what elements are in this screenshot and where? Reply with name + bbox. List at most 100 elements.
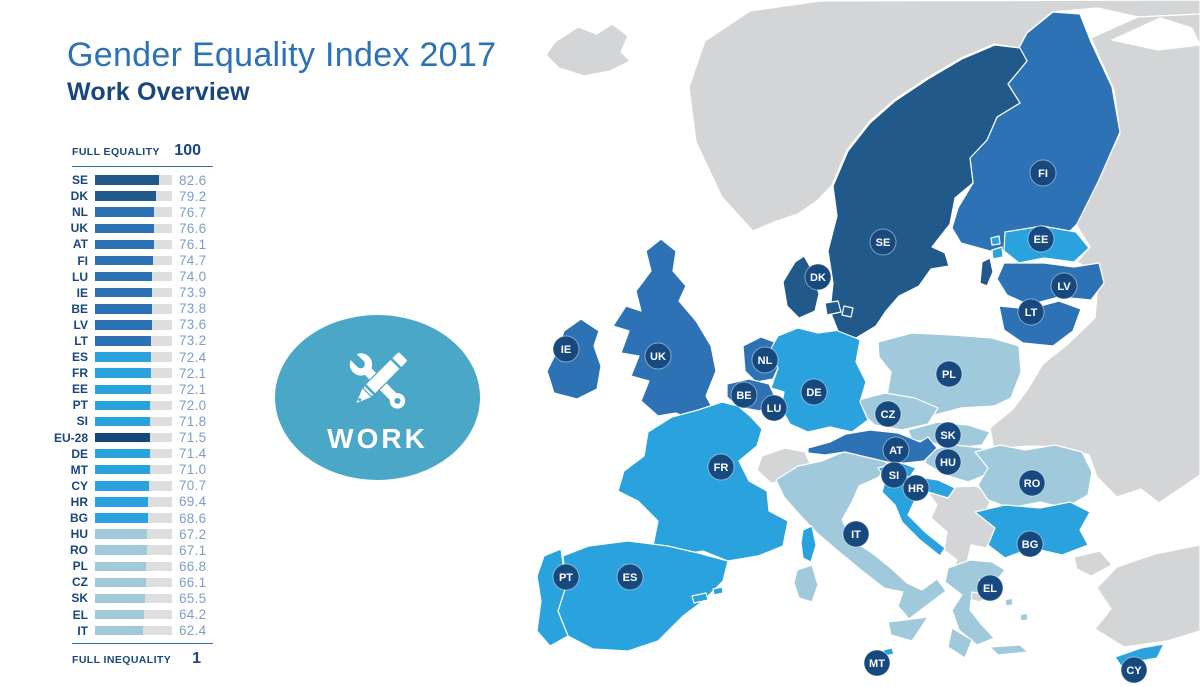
country-code: EL: [72, 607, 88, 622]
map-label-circle: [1027, 225, 1055, 253]
ranking-row: FI 74.7: [40, 252, 216, 268]
ranking-rows: SE 82.6 DK 79.2 NL 76.7 UK 76.6 AT 76.1 FI 74.7 LU 74…: [40, 172, 216, 639]
full-equality-value: 100: [174, 142, 201, 159]
country-DK: [824, 300, 842, 316]
bar-fill: [95, 464, 150, 475]
map-label-text: LV: [1057, 281, 1071, 293]
bar-fill: [95, 513, 148, 523]
map-label-LU: LU: [760, 394, 788, 422]
score-value: 72.4: [179, 349, 207, 365]
map-label-circle: [804, 263, 832, 291]
score-value: 82.6: [179, 172, 207, 188]
country-labels: FI SE DK EE LV LT IE UK NL BE LU DE PL CZ SK AT HU FR SI HR…: [552, 159, 1148, 684]
full-equality-label: FULL EQUALITY: [72, 146, 160, 158]
bar-fill: [95, 239, 154, 250]
bar-track: [95, 448, 172, 459]
country-code: CZ: [72, 575, 88, 590]
country-code: SK: [71, 591, 88, 606]
country-ES: [691, 592, 709, 604]
bar-track: [95, 432, 172, 443]
region-turkey-thrace: [1073, 550, 1113, 577]
map-label-text: EL: [983, 583, 997, 595]
map-label-circle: [552, 563, 580, 591]
bar-track: [95, 287, 172, 298]
map-label-circle: [976, 574, 1004, 602]
score-value: 74.7: [179, 253, 207, 269]
map-label-text: UK: [650, 351, 666, 363]
score-value: 72.1: [179, 381, 207, 397]
map-label-DE: DE: [800, 378, 828, 406]
country-ES: [712, 586, 724, 596]
country-EE: [990, 235, 1001, 246]
map-label-text: SK: [940, 430, 955, 442]
map-label-circle: [730, 381, 758, 409]
country-EL: [947, 627, 973, 659]
ranking-row: EU-28 71.5: [40, 430, 216, 446]
bar-track: [95, 239, 172, 250]
score-value: 72.0: [179, 397, 207, 413]
map-label-text: BE: [736, 390, 751, 402]
map-label-SK: SK: [934, 421, 962, 449]
map-label-SE: SE: [869, 228, 897, 256]
map-label-circle: [874, 400, 902, 428]
bar-track: [95, 255, 172, 266]
ranking-row: FR 72.1: [40, 365, 216, 381]
map-label-text: BG: [1022, 539, 1039, 551]
ranking-row: DK 79.2: [40, 188, 216, 204]
country-code: EU-28: [53, 430, 88, 445]
badge-label: WORK: [327, 422, 428, 454]
map-label-text: FR: [714, 462, 729, 474]
bar-track: [95, 497, 172, 507]
country-EE: [991, 246, 1004, 260]
bar-track: [95, 400, 172, 411]
map-label-text: EE: [1034, 234, 1049, 246]
map-label-text: IT: [851, 529, 861, 541]
work-domain-badge: WORK: [275, 315, 480, 480]
non-eu-countries: [545, 0, 1200, 648]
bar-track: [95, 191, 172, 201]
country-code: DK: [70, 189, 88, 204]
country-code: SI: [76, 414, 88, 429]
country-code: FI: [77, 253, 88, 268]
score-value: 65.5: [179, 590, 207, 606]
bar-track: [95, 481, 172, 491]
bar-fill: [95, 304, 152, 314]
map-label-FI: FI: [1029, 159, 1057, 187]
ranking-row: CZ 66.1: [40, 574, 216, 590]
map-label-text: NL: [758, 355, 773, 367]
bar-fill: [95, 432, 151, 443]
country-code: LV: [73, 317, 88, 332]
score-value: 76.7: [179, 204, 207, 220]
map-label-circle: [842, 520, 870, 548]
country-code: LT: [74, 333, 88, 348]
ranking-panel: FULL EQUALITY 100 SE 82.6 DK 79.2 NL 76.7 UK 76…: [40, 142, 216, 668]
ranking-row: CY 70.7: [40, 478, 216, 494]
bar-fill: [95, 577, 146, 588]
score-value: 71.8: [179, 413, 207, 429]
score-value: 76.1: [179, 236, 207, 252]
bar-fill: [95, 384, 151, 395]
country-code: AT: [72, 237, 88, 252]
map-label-LV: LV: [1050, 272, 1078, 300]
country-code: ES: [71, 350, 88, 365]
map-label-text: LU: [767, 403, 782, 415]
country-UK: [612, 238, 717, 422]
bar-fill: [95, 368, 151, 378]
bar-track: [95, 223, 172, 234]
scale-top: FULL EQUALITY 100: [72, 142, 213, 167]
country-SE: [827, 44, 1028, 339]
region-turkey: [1094, 544, 1200, 648]
bar-track: [95, 609, 172, 620]
country-FR: [617, 401, 789, 562]
ranking-row: SE 82.6: [40, 172, 216, 188]
map-label-BG: BG: [1016, 530, 1044, 558]
country-code: PL: [72, 559, 88, 574]
country-LV: [996, 262, 1105, 306]
country-code: EE: [71, 382, 88, 397]
map-label-CY: CY: [1120, 656, 1148, 684]
bar-track: [95, 529, 172, 539]
map-label-circle: [934, 448, 962, 476]
map-label-AT: AT: [882, 436, 910, 464]
ranking-row: AT 76.1: [40, 236, 216, 252]
